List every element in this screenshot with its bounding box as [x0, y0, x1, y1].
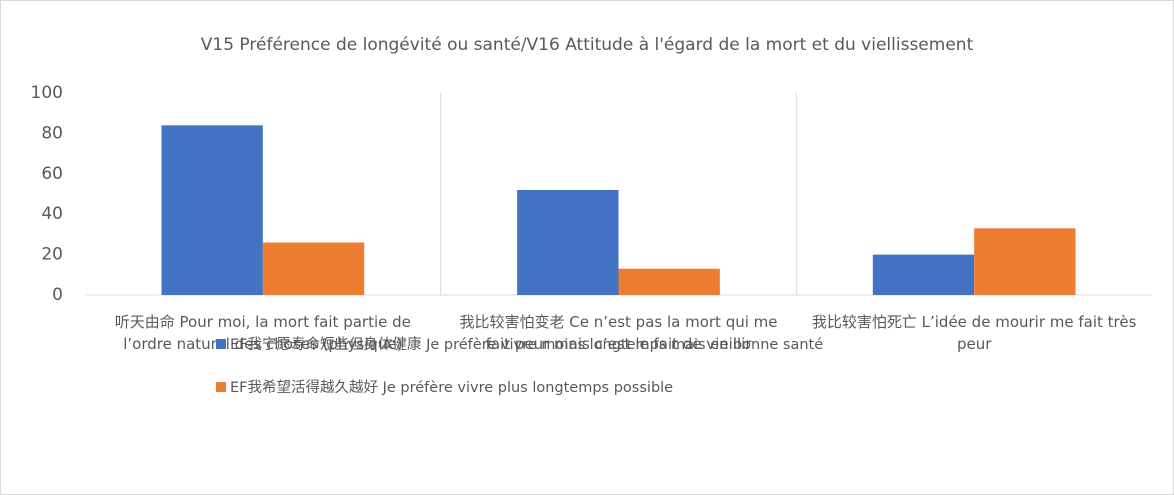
x-tick-label: 我比较害怕变老 Ce n’est pas la mort qui me fait…	[459, 313, 778, 353]
legend-item: EF我希望活得越久越好 Je préfère vivre plus longte…	[216, 376, 673, 397]
bar	[618, 268, 720, 295]
legend-swatch	[216, 338, 226, 349]
bar	[262, 242, 365, 295]
y-tick-label: 100	[31, 83, 63, 103]
chart-title: V15 Préférence de longévité ou santé/V16…	[201, 35, 974, 55]
bar	[872, 254, 975, 295]
legend-label: EF我宁愿寿命短些但身体健康 Je préfère vivre moins lo…	[230, 337, 824, 353]
x-tick-label: 听天由命 Pour moi, la mort fait partie de l’…	[114, 313, 411, 353]
legend-item: EF我宁愿寿命短些但身体健康 Je préfère vivre moins lo…	[216, 333, 823, 354]
legend-label: EF我希望活得越久越好 Je préfère vivre plus longte…	[230, 380, 674, 396]
y-tick-label: 20	[41, 245, 63, 265]
legend-swatch	[216, 381, 226, 392]
y-tick-label: 40	[41, 204, 63, 224]
bar	[974, 228, 1076, 295]
y-tick-label: 0	[52, 285, 63, 305]
bar	[161, 125, 263, 295]
y-tick-label: 80	[41, 123, 63, 143]
bar	[517, 189, 619, 295]
y-tick-label: 60	[41, 164, 63, 184]
x-tick-label: 我比较害怕死亡 L’idée de mourir me fait très pe…	[811, 313, 1137, 353]
